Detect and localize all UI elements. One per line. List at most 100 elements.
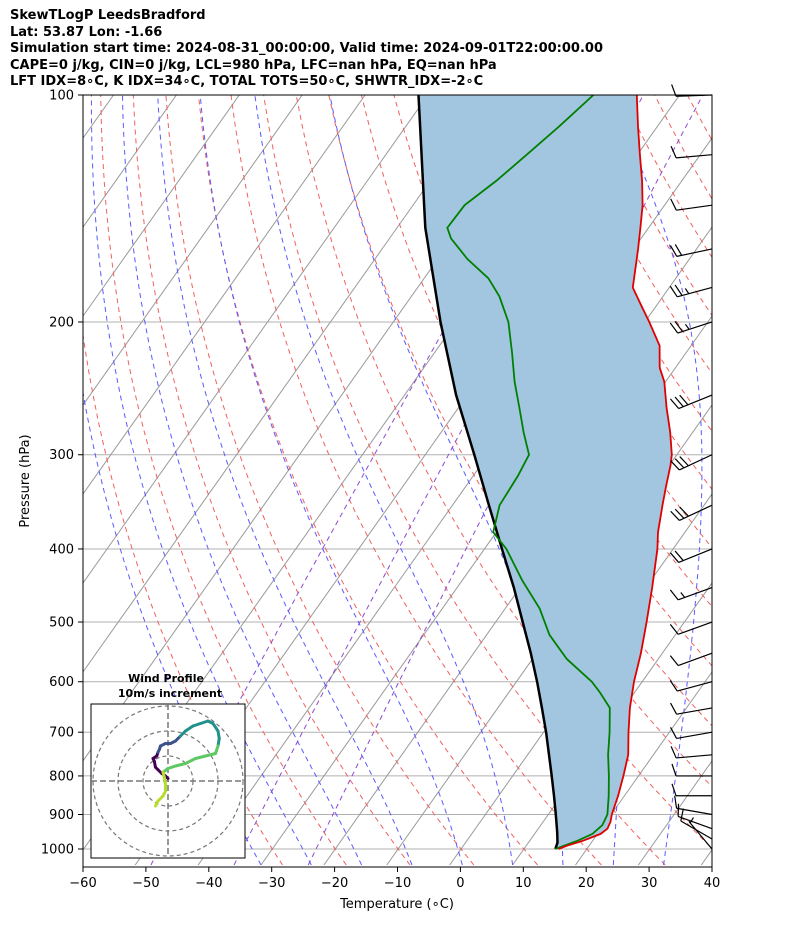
dry-adiabat-line [752,95,794,865]
hodograph-trace-segment [174,762,187,768]
isotherm-line [83,95,429,584]
y-tick-label: 300 [49,448,74,463]
wind-barb-staff [676,807,713,816]
dry-adiabat-line [83,331,283,866]
wind-barb [680,808,713,840]
inset-title: Wind Profile [128,672,204,685]
dry-adiabat-line [785,95,794,865]
hodograph-trace-segment [211,722,220,733]
x-tick-label: −60 [69,876,96,891]
wind-barb [669,702,713,715]
hodograph-trace-segment [194,754,207,760]
cape-cin-shading [418,95,672,849]
wind-barb-half-flag [684,288,690,295]
mixing-ratio-line [150,95,577,866]
wind-barb-flag [674,458,685,469]
wind-barb-flag [671,763,677,777]
wind-barb [669,680,713,692]
y-tick-label: 800 [49,769,74,784]
wind-barb-flag [680,808,684,822]
wind-barb [669,244,713,257]
x-tick-label: −40 [195,876,222,891]
wind-barb [688,817,713,850]
hodograph-trace-segment [184,757,197,765]
wind-barb-staff [677,681,713,692]
wind-barb-flag [669,655,679,666]
wind-barb-flag [671,84,677,97]
isotherm-line [83,95,240,317]
wind-barb-flag [670,746,677,759]
y-tick-label: 500 [49,616,74,631]
wind-barb [671,763,712,777]
wind-barb-flag [670,510,680,521]
wind-barbs [669,84,713,850]
parcel-profile-line [417,95,559,850]
x-tick-label: 20 [578,876,595,891]
wind-barb-flag [669,552,680,563]
wind-barb [669,621,713,635]
y-tick-label: 900 [49,808,74,823]
y-tick-label: 400 [49,542,74,557]
dry-adiabat-line [198,95,538,866]
x-tick-label: −30 [258,876,285,891]
wind-barb-flag [674,550,684,561]
wind-barb-staff [678,394,713,410]
wind-barb [671,84,713,97]
x-tick-label: −10 [384,876,411,891]
isotherm-line [764,95,794,865]
wind-barb-flag [669,398,680,409]
wind-barb [669,284,713,298]
moist-adiabat-line [254,95,514,866]
wind-barb [669,394,713,410]
hodograph-trace-segment [204,752,217,758]
wind-barb-flag [669,702,678,715]
wind-barb-staff [677,621,713,635]
wind-barb-staff [676,707,713,715]
wind-barb-staff [688,821,713,850]
wind-barb-staff [676,204,713,211]
hodograph [91,704,245,858]
dry-adiabat-line [100,95,347,866]
wind-barb-flag [670,198,677,211]
wind-barb-staff [677,286,713,298]
wind-barb-flag [674,244,683,256]
hodograph-trace-segment [154,799,160,808]
moist-adiabat-line [199,95,463,866]
wind-barb [671,783,712,797]
dry-adiabat-line [654,95,712,200]
wind-barb-flag [670,460,680,471]
isotherm-line [575,671,712,866]
dry-adiabat-line [686,95,712,142]
wind-barb [670,504,713,521]
wind-barb [674,795,713,816]
wind-barb-flag [669,624,679,635]
wind-barb-flag [669,727,678,739]
wind-barb-flag [674,795,678,809]
wind-barb [669,321,713,334]
wind-barb-flag [674,321,683,332]
wind-barb [670,145,713,159]
wind-barb-half-flag [684,323,690,330]
isotherm-line [449,493,712,866]
wind-barb-flag [669,680,678,692]
isotherm-line [700,848,712,866]
wind-barb-half-flag [689,817,694,824]
wind-barb-flag [669,589,679,601]
wind-barb-flag [669,285,678,298]
station-location: Lat: 53.87 Lon: -1.66 [10,24,163,40]
moist-adiabat-line [157,95,413,866]
x-axis-title: Temperature (∘C) [339,897,454,912]
wind-barb-flag [679,456,689,467]
chart-title: SkewTLogP LeedsBradford [10,8,206,23]
wind-barb-flag [671,783,677,796]
x-tick-label: 0 [456,876,464,891]
moist-adiabat-line [90,95,312,866]
wind-barb-flag [669,322,679,334]
wind-barb-half-flag [680,592,686,598]
cin-shaded-area [418,95,672,849]
moist-adiabat-line [83,390,262,866]
y-tick-label: 100 [49,89,74,104]
wind-barb-staff [677,652,713,667]
wind-profile-inset: Wind Profile 10m/s increment [90,672,246,859]
